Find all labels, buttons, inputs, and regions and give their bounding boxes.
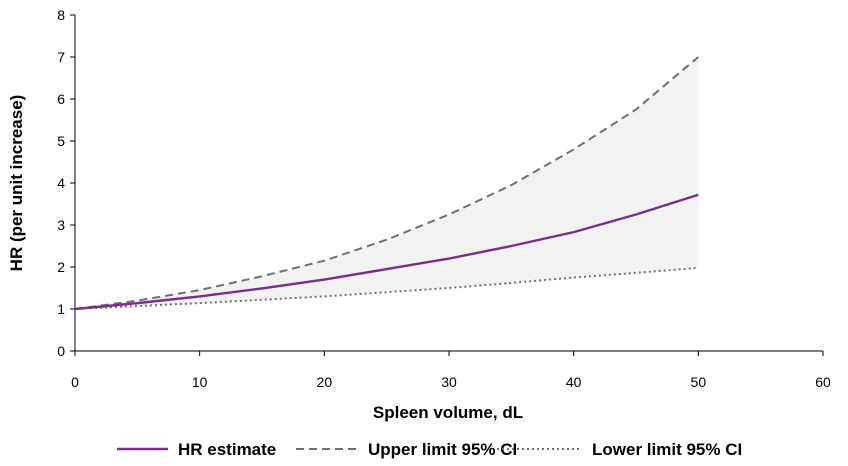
legend-label: Lower limit 95% CI	[592, 440, 742, 459]
x-tick-label: 60	[815, 374, 831, 390]
legend: HR estimate Upper limit 95% CI Lower limit…	[117, 440, 742, 459]
x-tick-label: 10	[192, 374, 208, 390]
series-line-hr-estimate	[74, 193, 699, 311]
series-line-lower-limit-95-ci	[74, 266, 699, 310]
x-tick-label: 50	[691, 374, 707, 390]
legend-label: Upper limit 95% CI	[368, 440, 517, 459]
series-line-upper-limit-95-ci	[74, 56, 699, 310]
y-tick-label: 2	[57, 259, 65, 275]
y-tick-label: 3	[57, 217, 65, 233]
y-tick-label: 0	[57, 343, 65, 359]
y-axis-title: HR (per unit increase)	[7, 95, 26, 272]
y-tick-label: 6	[57, 91, 65, 107]
confidence-band	[75, 57, 699, 309]
x-tick-label: 30	[441, 374, 457, 390]
y-tick-label: 8	[57, 7, 65, 23]
series-layer	[74, 56, 699, 311]
x-axis-title: Spleen volume, dL	[373, 403, 523, 422]
x-tick-label: 0	[71, 374, 79, 390]
legend-label: HR estimate	[178, 440, 276, 459]
y-tick-label: 4	[57, 175, 65, 191]
x-tick-label: 40	[566, 374, 582, 390]
x-tick-label: 20	[317, 374, 333, 390]
y-tick-label: 5	[57, 133, 65, 149]
y-tick-label: 1	[57, 301, 65, 317]
axes: 0 1 2 3 4 5 6 7 8 0 10 20 30 40 50 60	[57, 7, 831, 390]
y-tick-label: 7	[57, 49, 65, 65]
confidence-band-layer	[75, 57, 699, 309]
